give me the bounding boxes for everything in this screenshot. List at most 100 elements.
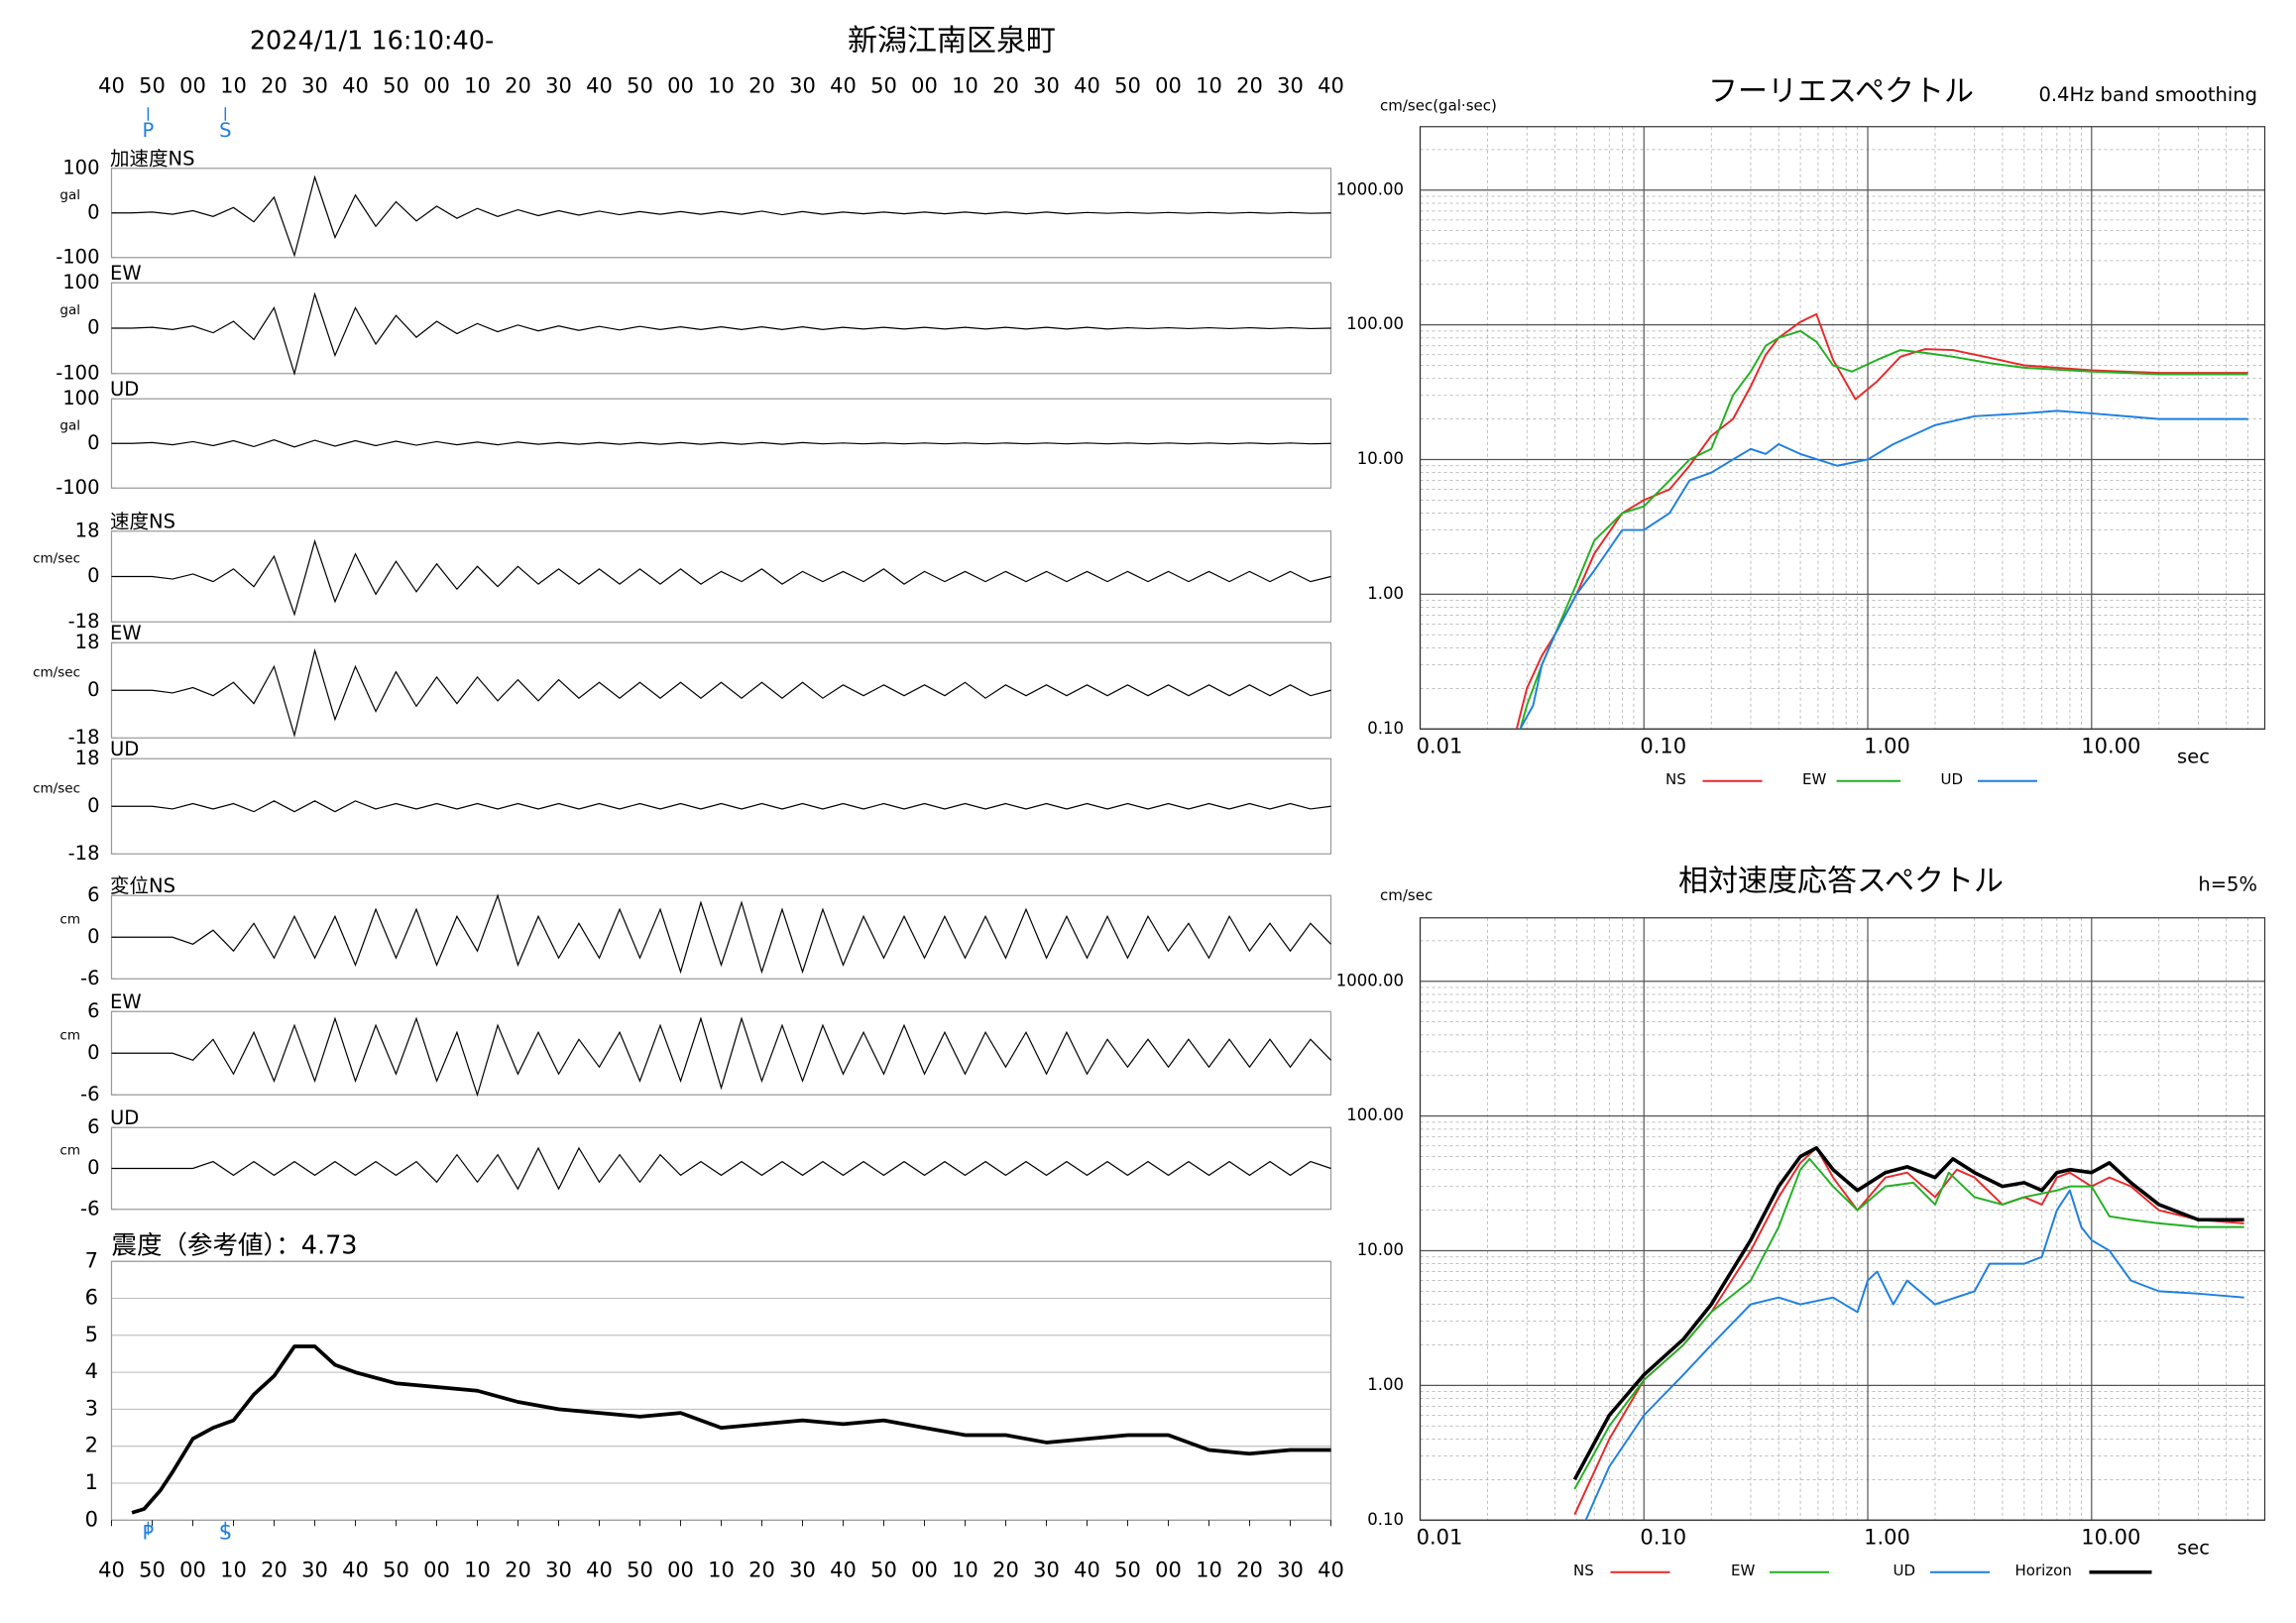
legend-label: EW — [1731, 1562, 1755, 1579]
y-tick-label: 100 — [62, 271, 99, 293]
spectrum-line — [1573, 1146, 2244, 1516]
y-tick-label: 6 — [87, 883, 99, 906]
x-tick-label: 10.00 — [2081, 734, 2140, 757]
y-tick-label: 1 — [85, 1470, 98, 1494]
y-tick-label: 18 — [75, 631, 100, 653]
time-tick-label: 40 — [830, 1558, 857, 1581]
spectrum-line — [1519, 329, 2248, 730]
time-tick-label: 40 — [1318, 1558, 1344, 1581]
y-tick-label: -18 — [68, 726, 100, 749]
legend-label: NS — [1573, 1562, 1594, 1579]
unit-label: gal — [59, 302, 80, 318]
phase-label: P — [143, 119, 155, 142]
waveform — [111, 647, 1331, 738]
time-tick-label: 30 — [545, 1558, 572, 1581]
time-tick-label: 00 — [667, 1558, 694, 1581]
y-tick-label: 0 — [87, 316, 99, 339]
time-tick-label: 10 — [464, 1558, 491, 1581]
time-tick-label: 50 — [383, 1558, 409, 1581]
x-tick-label: 0.10 — [1640, 734, 1686, 757]
time-tick-label: 20 — [992, 1558, 1019, 1581]
x-tick-label: 1.00 — [1864, 1525, 1910, 1549]
time-tick-label: 20 — [261, 1558, 287, 1581]
y-tick-label: 1.00 — [1367, 584, 1404, 603]
waveform — [111, 291, 1331, 376]
y-tick-label: 6 — [87, 1115, 99, 1138]
y-tick-label: -18 — [68, 610, 100, 633]
time-tick-label: 20 — [1236, 73, 1263, 97]
y-tick-label: 3 — [85, 1396, 98, 1420]
y-tick-label: 7 — [85, 1248, 98, 1272]
y-tick-label: 100 — [62, 387, 99, 409]
time-tick-label: 00 — [179, 73, 206, 97]
time-tick-label: 30 — [1033, 73, 1060, 97]
y-tick-label: 0 — [87, 678, 99, 701]
station-name: 新潟江南区泉町 — [848, 24, 1056, 58]
y-tick-label: 6 — [87, 999, 99, 1022]
y-tick-label: 0 — [85, 1507, 98, 1531]
panel-label: 加速度NS — [110, 147, 194, 170]
time-tick-label: 50 — [870, 1558, 897, 1581]
time-tick-label: 30 — [545, 73, 572, 97]
unit-label: gal — [59, 187, 80, 203]
unit-label: cm/sec — [33, 664, 80, 680]
spectrum-line — [1572, 1146, 2244, 1481]
time-tick-label: 50 — [627, 73, 653, 97]
time-tick-label: 50 — [627, 1558, 653, 1581]
y-tick-label: -100 — [56, 361, 99, 384]
unit-label: cm/sec — [33, 780, 80, 796]
y-tick-label: 10.00 — [1357, 1240, 1404, 1259]
record-datetime: 2024/1/1 16:10:40- — [250, 26, 494, 56]
legend-label: NS — [1665, 770, 1686, 788]
time-tick-label: 50 — [870, 73, 897, 97]
time-tick-label: 10 — [1196, 1558, 1222, 1581]
time-tick-label: 50 — [139, 1558, 166, 1581]
spectrum-line — [1573, 1157, 2244, 1490]
x-tick-label: 10.00 — [2081, 1525, 2140, 1549]
plot-frame — [1419, 917, 2266, 1521]
time-tick-label: 20 — [505, 1558, 531, 1581]
spectrum-line — [1519, 409, 2248, 730]
time-tick-label: 00 — [1155, 1558, 1182, 1581]
panel-label: UD — [110, 738, 139, 760]
y-axis-label: cm/sec(gal·sec) — [1380, 96, 1497, 114]
unit-label: cm — [59, 1143, 80, 1159]
legend-label: UD — [1941, 770, 1964, 788]
y-tick-label: 1000.00 — [1336, 179, 1404, 198]
y-tick-label: 5 — [85, 1323, 98, 1346]
time-tick-label: 00 — [911, 73, 938, 97]
time-tick-label: 20 — [505, 73, 531, 97]
panel-label: UD — [110, 378, 139, 401]
time-tick-label: 10 — [464, 73, 491, 97]
spectrum-line — [1584, 1189, 2244, 1521]
time-tick-label: 30 — [789, 1558, 816, 1581]
y-tick-label: -18 — [68, 842, 100, 865]
time-tick-label: 00 — [423, 73, 450, 97]
y-tick-label: 0 — [87, 431, 99, 454]
waveform — [111, 893, 1331, 975]
y-tick-label: 0 — [87, 564, 99, 587]
waveform — [111, 538, 1331, 617]
y-tick-label: 0 — [87, 1156, 99, 1179]
time-tick-label: 30 — [1033, 1558, 1060, 1581]
time-tick-label: 30 — [1277, 1558, 1304, 1581]
panel-frame — [110, 757, 1332, 855]
panel-frame — [110, 530, 1332, 623]
plot-frame — [1419, 126, 2266, 730]
chart-title: 相対速度応答スペクトル — [1678, 864, 2004, 898]
phase-label: S — [219, 1521, 231, 1544]
time-tick-label: 40 — [98, 73, 125, 97]
time-tick-label: 40 — [1318, 73, 1344, 97]
time-tick-label: 10 — [220, 73, 247, 97]
y-tick-label: 6 — [85, 1286, 98, 1310]
x-tick-label: 1.00 — [1864, 734, 1910, 757]
time-tick-label: 30 — [789, 73, 816, 97]
legend-label: EW — [1802, 770, 1826, 788]
chart-title: 震度（参考値）：4.73 — [112, 1230, 358, 1260]
time-tick-label: 40 — [830, 73, 857, 97]
panel-label: UD — [110, 1106, 139, 1129]
time-tick-label: 10 — [952, 73, 978, 97]
plot-frame — [110, 1260, 1332, 1521]
time-tick-label: 40 — [1074, 73, 1100, 97]
